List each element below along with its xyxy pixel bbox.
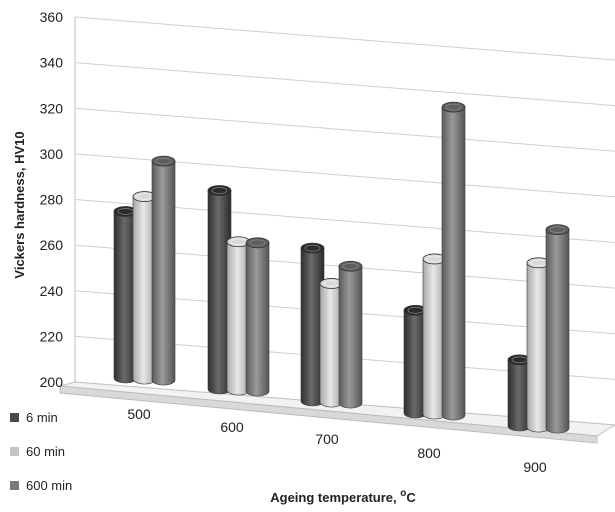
legend-swatch [10,447,19,456]
bar-top [245,237,270,249]
bar-top-rim [249,239,266,247]
legend-item: 60 min [10,444,65,459]
x-tick-label: 900 [523,459,547,475]
legend-swatch [10,481,19,490]
bar [132,191,157,385]
bar-top-rim [549,226,566,233]
bar-body [338,265,363,409]
bar [300,242,325,407]
bar-top-rim [445,103,462,111]
bar-top [338,260,363,272]
legend: 6 min 60 min 600 min [10,410,72,493]
bar-top-rim [211,187,228,194]
bar [151,155,176,386]
bar-top [151,155,176,167]
y-tick-label: 200 [40,374,64,390]
y-axis-title: Vickers hardness, HV10 [12,131,27,278]
bar [245,237,270,397]
bar-body [245,242,270,397]
bar-top-rim [155,157,172,165]
legend-label: 60 min [26,444,65,459]
bar-top [545,224,570,236]
bar-top-rim [342,262,359,270]
gridline [74,62,615,107]
y-tick-label: 280 [40,192,64,208]
bar-top [441,101,466,113]
x-axis-title-unit: C [406,490,416,505]
bar-body [545,229,570,434]
y-tick-label: 340 [40,55,64,71]
gridline [74,16,615,61]
y-tick-label: 300 [40,146,64,162]
y-tick-label: 260 [40,237,64,253]
bar-top [207,185,232,196]
bars [113,101,570,434]
y-tick-label: 240 [40,283,64,299]
y-axis-ticks: 200 220 240 260 280 300 320 340 360 [40,9,64,390]
x-axis-ticks: 500 600 700 800 900 [127,406,547,475]
floor-edge [59,385,598,444]
bar [507,354,532,432]
gridline [74,107,615,152]
bar [403,304,428,419]
x-tick-label: 800 [417,445,441,461]
bar-body [151,160,176,386]
x-tick-label: 700 [315,431,339,447]
legend-label: 6 min [26,410,58,425]
x-tick-label: 500 [127,406,151,422]
bar-top [300,242,325,254]
legend-swatch [10,413,19,422]
bar [338,260,363,409]
bar [441,101,466,421]
y-tick-label: 360 [40,9,64,25]
bar [207,185,232,395]
x-axis-title-superscript: o [400,488,406,499]
x-axis-title-main: Ageing temperature, [270,490,400,505]
bar [545,224,570,434]
bar-top-rim [304,244,321,252]
legend-item: 6 min [10,410,58,425]
bar [422,253,447,420]
x-axis-title: Ageing temperature, oC [270,488,416,505]
legend-label: 600 min [26,478,72,493]
legend-item: 600 min [10,478,72,493]
bar-body [441,106,466,421]
y-tick-label: 220 [40,328,64,344]
x-tick-label: 600 [220,419,244,435]
y-tick-label: 320 [40,100,64,116]
bar [319,278,344,408]
